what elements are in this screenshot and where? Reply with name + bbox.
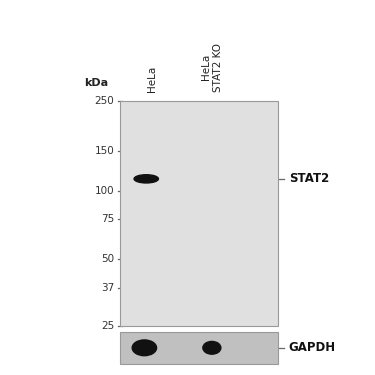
- Text: 25: 25: [101, 321, 114, 331]
- Text: HeLa
STAT2 KO: HeLa STAT2 KO: [201, 43, 223, 92]
- Text: 100: 100: [95, 186, 114, 196]
- Text: 50: 50: [101, 254, 114, 264]
- Text: 150: 150: [94, 146, 114, 156]
- Text: HeLa: HeLa: [147, 66, 157, 92]
- Text: 250: 250: [94, 96, 114, 106]
- Text: 37: 37: [101, 283, 114, 293]
- Text: 75: 75: [101, 214, 114, 224]
- Text: STAT2: STAT2: [289, 172, 329, 185]
- Text: kDa: kDa: [84, 78, 108, 88]
- Text: GAPDH: GAPDH: [289, 341, 336, 354]
